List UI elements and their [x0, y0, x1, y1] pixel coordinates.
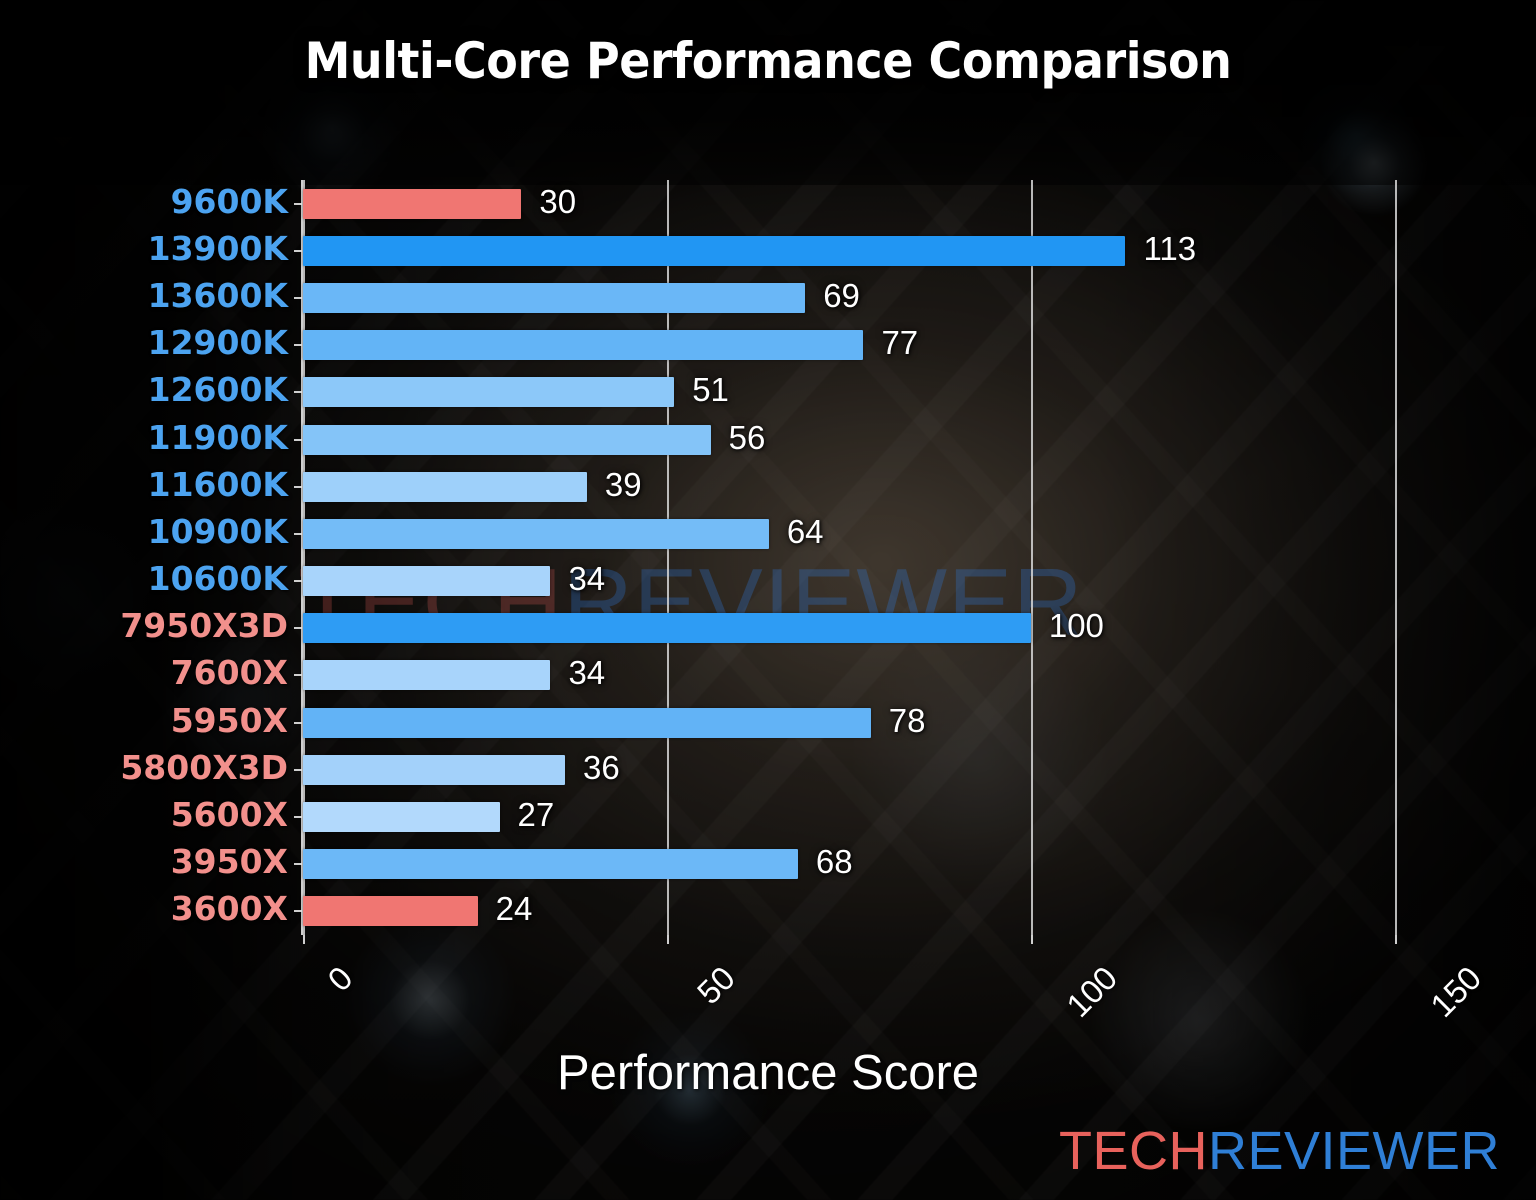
y-axis-tick	[294, 816, 302, 819]
y-axis-label-3600x: 3600X	[170, 889, 288, 929]
bar-value-label: 100	[1048, 607, 1104, 645]
y-axis-label-5600x: 5600X	[170, 795, 288, 835]
y-axis-label-9600k: 9600K	[170, 181, 288, 221]
gridline	[303, 180, 305, 935]
bar-value-label: 69	[823, 276, 860, 314]
bar-10900k	[303, 518, 769, 549]
y-axis-label-7950x3d: 7950X3D	[120, 606, 288, 646]
bar-13600k	[303, 282, 806, 313]
bar-3950x	[303, 849, 798, 880]
y-axis-label-11900k: 11900K	[147, 417, 288, 457]
gridline	[666, 180, 669, 935]
y-axis-label-10900k: 10900K	[147, 511, 288, 551]
bar-value-label: 64	[786, 512, 824, 550]
x-axis-tick	[303, 935, 305, 944]
x-axis-tick	[1030, 935, 1033, 944]
bar-value-label: 34	[568, 654, 606, 692]
y-axis-label-3950x: 3950X	[170, 842, 288, 882]
y-axis-tick	[294, 391, 302, 394]
bar-7600x	[303, 660, 551, 691]
brand-logo: TECHREVIEWER	[1059, 1120, 1500, 1182]
plot-area: 30 113 69 77 51 56 39 64 34 100 34 78 36 27 68 24	[294, 180, 1453, 944]
bar-value-label: 113	[1143, 229, 1197, 267]
bar-value-label: 27	[517, 796, 555, 834]
bar-value-label: 77	[881, 324, 919, 362]
y-axis-label-7600x: 7600X	[170, 653, 288, 693]
x-axis-title: Performance Score	[556, 1046, 980, 1100]
bar-5800x3d	[303, 754, 566, 785]
y-axis-tick	[294, 674, 302, 677]
y-axis-tick	[294, 296, 302, 299]
bar-value-label: 56	[728, 418, 766, 456]
x-axis-tick	[1394, 935, 1397, 944]
bar-12900k	[303, 330, 864, 361]
y-axis-tick	[294, 438, 302, 441]
gridline	[1030, 180, 1033, 935]
x-axis-tick	[666, 935, 669, 944]
bar-value-label: 24	[495, 890, 533, 928]
bar-7950x3d	[303, 613, 1031, 644]
background-top-shade	[0, 0, 1536, 185]
bar-value-label: 68	[815, 843, 853, 881]
y-axis-tick	[294, 910, 302, 913]
bar-value-label: 39	[604, 465, 642, 503]
bar-value-label: 51	[692, 371, 729, 409]
bar-13900k	[303, 235, 1126, 266]
gridline	[1394, 180, 1397, 935]
y-axis-tick	[294, 863, 302, 866]
y-axis-tick	[294, 344, 302, 347]
y-axis-label-12600k: 12600K	[147, 370, 288, 410]
y-axis-label-13900k: 13900K	[147, 228, 288, 268]
bar-5600x	[303, 802, 500, 833]
y-axis-label-5800x3d: 5800X3D	[120, 747, 288, 787]
y-axis-label-5950x: 5950X	[170, 700, 288, 740]
y-axis-tick	[294, 768, 302, 771]
y-axis-label-13600k: 13600K	[147, 275, 288, 315]
bar-11900k	[303, 424, 711, 455]
bar-11600k	[303, 471, 587, 502]
brand-tech: TECH	[1058, 1121, 1208, 1181]
bar-value-label: 78	[888, 701, 926, 739]
y-axis-tick	[294, 485, 302, 488]
y-axis-line	[301, 180, 303, 935]
bar-5950x	[303, 707, 871, 738]
y-axis-tick	[294, 721, 302, 724]
bar-12600k	[303, 377, 675, 408]
bar-9600k	[303, 188, 522, 219]
brand-reviewer: REVIEWER	[1207, 1121, 1500, 1181]
bar-value-label: 34	[568, 560, 606, 598]
y-axis-label-11600k: 11600K	[147, 464, 288, 504]
y-axis-tick	[294, 202, 302, 205]
bar-value-label: 30	[539, 182, 577, 220]
bar-10600k	[303, 566, 551, 597]
bar-3600x	[303, 896, 478, 927]
y-axis-label-10600k: 10600K	[147, 559, 288, 599]
y-axis-tick	[294, 627, 302, 630]
y-axis-tick	[294, 532, 302, 535]
y-axis-label-12900k: 12900K	[147, 323, 288, 363]
chart-title: Multi-Core Performance Comparison	[304, 32, 1232, 90]
bar-value-label: 36	[583, 748, 620, 786]
y-axis-tick	[294, 249, 302, 252]
y-axis-tick	[294, 580, 302, 583]
